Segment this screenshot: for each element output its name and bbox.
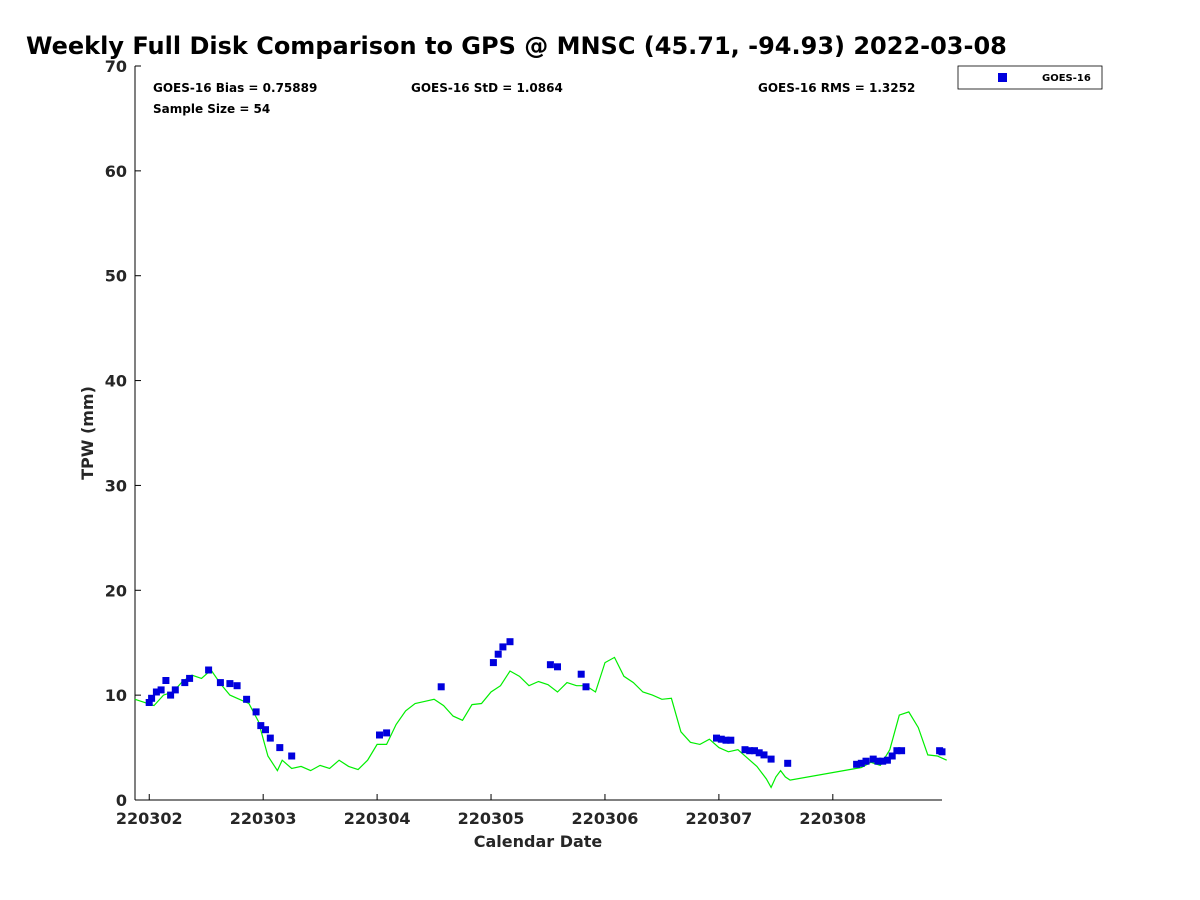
y-tick-label: 60 xyxy=(105,162,127,181)
goes16-point xyxy=(216,679,224,687)
goes16-point xyxy=(546,661,554,669)
y-tick-label: 40 xyxy=(105,372,127,391)
goes16-point xyxy=(157,686,165,694)
goes16-point xyxy=(252,708,260,716)
goes16-point xyxy=(746,747,754,755)
goes16-point xyxy=(226,680,234,688)
stat-std: GOES-16 StD = 1.0864 xyxy=(411,81,563,95)
goes16-point xyxy=(506,638,514,646)
goes16-point xyxy=(784,759,792,767)
goes16-point xyxy=(266,734,274,742)
chart-title: Weekly Full Disk Comparison to GPS @ MNS… xyxy=(26,32,1007,60)
goes16-point xyxy=(717,735,725,743)
y-tick-label: 20 xyxy=(105,581,127,600)
stat-rms: GOES-16 RMS = 1.3252 xyxy=(758,81,915,95)
goes16-point xyxy=(262,726,269,734)
goes16-point xyxy=(767,755,775,763)
gps-tpw-line xyxy=(134,656,947,789)
x-tick-label: 220302 xyxy=(116,809,183,828)
goes16-point xyxy=(494,650,502,658)
x-tick-label: 220305 xyxy=(458,809,525,828)
goes16-point xyxy=(383,729,391,737)
goes16-point xyxy=(162,677,170,684)
goes16-point xyxy=(171,686,179,694)
goes16-point xyxy=(167,691,175,699)
goes16-point xyxy=(751,747,758,755)
goes16-point xyxy=(489,659,497,667)
y-ticks: 0 10 20 30 40 50 60 70 xyxy=(105,57,141,810)
goes16-point xyxy=(276,744,284,752)
goes16-point xyxy=(938,748,946,756)
x-tick-label: 220303 xyxy=(230,809,297,828)
x-tick-label: 220304 xyxy=(344,809,411,828)
goes16-point xyxy=(853,760,861,768)
goes16-point xyxy=(862,757,870,765)
goes16-point xyxy=(741,746,749,754)
goes16-point xyxy=(186,674,194,682)
x-tick-label: 220306 xyxy=(572,809,639,828)
stat-bias: GOES-16 Bias = 0.75889 xyxy=(153,81,317,95)
goes16-point xyxy=(713,734,720,742)
x-ticks: 220302 220303 220304 220305 220306 220307 2203… xyxy=(116,794,866,828)
goes16-point xyxy=(727,736,735,744)
goes16-point xyxy=(577,670,585,678)
goes16-point xyxy=(288,752,296,760)
goes16-point xyxy=(883,756,891,764)
x-tick-label: 220307 xyxy=(685,809,752,828)
goes16-point xyxy=(499,643,507,651)
goes16-point xyxy=(869,755,877,763)
y-tick-label: 10 xyxy=(105,686,127,705)
y-tick-label: 0 xyxy=(116,791,127,810)
goes16-point xyxy=(888,752,896,760)
goes16-point xyxy=(582,683,590,691)
x-tick-label: 220308 xyxy=(799,809,866,828)
goes16-point xyxy=(893,747,901,755)
plot-area xyxy=(134,638,947,789)
x-axis-label: Calendar Date xyxy=(474,832,603,851)
goes16-point xyxy=(257,722,265,730)
y-tick-label: 30 xyxy=(105,476,127,495)
stat-sample-size: Sample Size = 54 xyxy=(153,102,270,116)
goes16-point xyxy=(760,751,768,759)
goes16-point xyxy=(152,688,160,696)
goes16-point xyxy=(181,679,189,687)
goes16-point xyxy=(205,666,213,674)
goes16-point xyxy=(233,682,241,690)
goes16-point xyxy=(857,759,865,767)
goes16-point xyxy=(874,757,882,765)
goes16-point xyxy=(755,749,763,757)
goes16-point xyxy=(722,736,730,744)
axes xyxy=(134,66,942,801)
goes16-point xyxy=(437,683,445,691)
goes16-point xyxy=(554,663,561,671)
legend-box xyxy=(957,65,1103,90)
legend-label: GOES-16 xyxy=(1042,73,1091,84)
goes16-point xyxy=(148,694,156,702)
goes16-point xyxy=(145,699,153,706)
y-tick-label: 70 xyxy=(105,57,127,76)
legend-marker xyxy=(998,73,1007,82)
goes16-point xyxy=(243,695,251,703)
goes16-point xyxy=(879,757,887,765)
goes16-point xyxy=(898,747,906,755)
legend: GOES-16 xyxy=(957,65,1103,90)
y-axis-label: TPW (mm) xyxy=(78,386,97,480)
goes16-point xyxy=(376,731,383,739)
y-tick-label: 50 xyxy=(105,267,127,286)
